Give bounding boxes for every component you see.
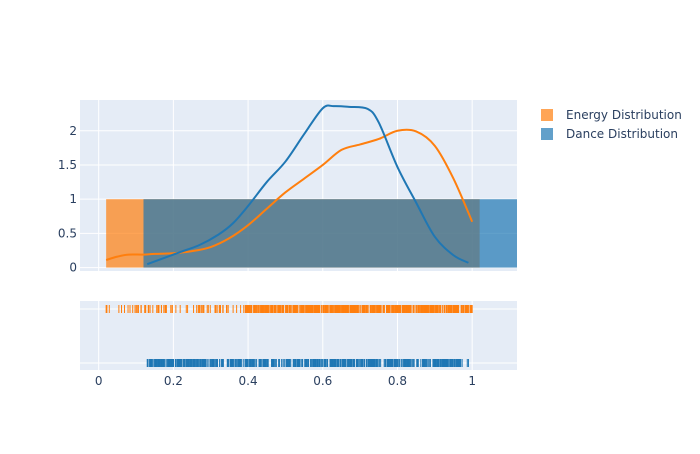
kde-curve-1 bbox=[146, 104, 469, 266]
x-tick-label: 0.8 bbox=[388, 374, 407, 388]
x-tick-label: 0 bbox=[95, 374, 103, 388]
y-tick-label: 2 bbox=[69, 124, 77, 138]
rug-series-1 bbox=[146, 359, 469, 367]
histogram-bar-1 bbox=[143, 199, 517, 268]
kde-curves bbox=[105, 104, 474, 266]
legend-swatch bbox=[541, 109, 553, 121]
histogram-bars bbox=[106, 199, 517, 268]
legend-item-0[interactable]: Energy Distribution bbox=[541, 108, 682, 122]
rug-series-0 bbox=[105, 305, 473, 313]
y-tick-label: 1 bbox=[69, 192, 77, 206]
legend-swatch bbox=[541, 128, 553, 140]
kde-curve-0 bbox=[105, 128, 474, 262]
legend-label: Energy Distribution bbox=[566, 108, 682, 122]
axis-tick-labels: 0 0.2 0.4 0.6 0.8 1 0 0.5 1 1.5 2 bbox=[58, 124, 476, 388]
legend-label: Dance Distribution bbox=[566, 127, 678, 141]
y-tick-label: 1.5 bbox=[58, 158, 77, 172]
legend[interactable]: Energy Distribution Dance Distribution bbox=[541, 108, 682, 141]
y-tick-label: 0 bbox=[69, 261, 77, 275]
rug-marks bbox=[105, 305, 473, 367]
legend-item-1[interactable]: Dance Distribution bbox=[541, 127, 678, 141]
x-tick-label: 0.2 bbox=[164, 374, 183, 388]
y-tick-label: 0.5 bbox=[58, 226, 77, 240]
x-tick-label: 0.6 bbox=[313, 374, 332, 388]
x-tick-label: 1 bbox=[468, 374, 476, 388]
x-tick-label: 0.4 bbox=[239, 374, 258, 388]
